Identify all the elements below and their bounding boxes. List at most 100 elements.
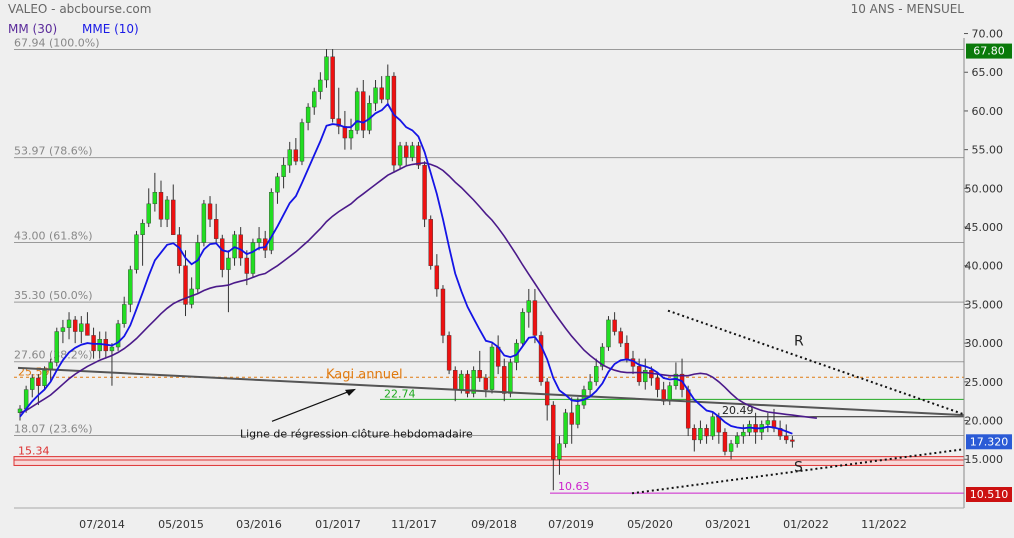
candle-body: [207, 203, 213, 220]
period-label: 10 ANS - MENSUEL: [850, 2, 964, 16]
x-tick-label: 01/2017: [315, 518, 361, 531]
candle-body: [342, 126, 348, 139]
x-tick-label: 03/2021: [705, 518, 751, 531]
candle-body: [446, 335, 452, 371]
candle-body: [428, 219, 433, 266]
resistance-level-label: 20.49: [722, 404, 754, 417]
badge-high: 67.80: [973, 45, 1005, 58]
candle-body: [661, 389, 666, 402]
annotations: R S Ligne de régression clôture hebdomadai…: [240, 309, 965, 495]
x-tick-label: 11/2017: [391, 518, 437, 531]
candle-body: [569, 412, 574, 425]
y-tick-label: 15.000: [965, 453, 1004, 466]
candle-body: [624, 342, 630, 359]
candle-body: [373, 87, 378, 104]
candle-body: [305, 106, 311, 123]
fib-label: 27.60 (38.2%): [14, 349, 93, 362]
candle-body: [397, 145, 403, 166]
candle-body: [594, 366, 599, 383]
candle-body: [128, 269, 133, 305]
fib-label: 43.00 (61.8%): [14, 230, 93, 243]
x-tick-label: 07/2014: [79, 518, 125, 531]
candle-body: [587, 381, 593, 390]
candle-body: [97, 339, 102, 352]
candle-body: [220, 238, 225, 270]
candle-body: [115, 323, 121, 348]
candle-body: [391, 75, 397, 166]
y-tick-label: 55.00: [972, 144, 1004, 157]
y-tick-label: 25.000: [965, 376, 1004, 389]
candle-body: [722, 431, 728, 452]
candle-body: [72, 319, 78, 332]
candle-body: [213, 219, 219, 239]
purple-level-label: 10.63: [558, 480, 590, 493]
x-tick-label: 05/2020: [627, 518, 673, 531]
axes: 70.00 65.00 60.00 55.00 50.000 45.000 40.000 35…: [14, 28, 1012, 531]
plot-area: [14, 38, 964, 508]
candle-body: [79, 323, 84, 332]
candle-body: [790, 439, 795, 442]
candle-body: [422, 164, 427, 220]
resistance-trendline: [667, 309, 965, 416]
candle-body: [354, 91, 360, 131]
candle-body: [538, 335, 544, 383]
candle-body: [158, 192, 164, 220]
regression-line: [17, 366, 965, 417]
green-support-label: 22.74: [384, 387, 416, 400]
x-tick-label: 01/2022: [783, 518, 829, 531]
candle-body: [54, 331, 59, 363]
badge-low: 10.510: [970, 488, 1009, 501]
candle-body: [183, 265, 188, 305]
candle-body: [741, 431, 746, 437]
y-tick-label: 20.000: [965, 415, 1004, 428]
candle-body: [655, 377, 660, 390]
candle-body: [330, 56, 335, 119]
fib-label: 67.94 (100.0%): [14, 36, 100, 49]
fib-label: 53.97 (78.6%): [14, 145, 93, 158]
indicator-lines: [17, 102, 965, 435]
badge-high-bg: [966, 43, 1012, 59]
candle-body: [403, 145, 409, 158]
support-s-label: S: [794, 460, 803, 476]
mme10-line: [19, 102, 793, 435]
badge-last-bg: [966, 434, 1012, 450]
legend-mm30: MM (30): [8, 22, 58, 36]
candle-body: [66, 319, 72, 328]
candle-body: [299, 122, 305, 162]
y-tick-label: 40.000: [965, 260, 1004, 273]
y-tick-label: 70.00: [972, 28, 1004, 41]
x-tick-label: 05/2015: [158, 518, 204, 531]
candle-body: [385, 75, 390, 100]
candle-body: [348, 130, 354, 139]
candle-body: [459, 373, 464, 390]
candle-body: [226, 257, 231, 270]
candle-body: [36, 377, 41, 386]
x-tick-label: 11/2022: [861, 518, 907, 531]
x-tick-label: 07/2019: [548, 518, 594, 531]
y-tick-label: 35.000: [965, 298, 1004, 311]
candle-body: [416, 145, 421, 166]
candle-body: [122, 304, 127, 324]
candle-body: [600, 346, 605, 367]
candle-body: [238, 234, 243, 259]
candle-body: [60, 327, 66, 332]
fib-label: 18.07 (23.6%): [14, 422, 93, 435]
ticker-title: VALEO - abcbourse.com: [8, 2, 152, 16]
x-tick-label: 09/2018: [471, 518, 517, 531]
candle-body: [85, 323, 90, 336]
candle-body: [575, 404, 581, 425]
candle-body: [152, 192, 158, 205]
y-tick-label: 50.000: [965, 182, 1004, 195]
candle-body: [109, 346, 115, 352]
candle-body: [612, 319, 617, 332]
candle-body: [244, 257, 250, 274]
candles: [17, 49, 795, 491]
legend-mme10: MME (10): [82, 22, 139, 36]
candle-body: [502, 366, 507, 394]
candle-body: [146, 203, 151, 224]
regression-arrowhead: [345, 388, 356, 396]
y-tick-label: 60.00: [972, 105, 1004, 118]
candle-body: [17, 408, 23, 414]
candle-body: [440, 288, 446, 336]
